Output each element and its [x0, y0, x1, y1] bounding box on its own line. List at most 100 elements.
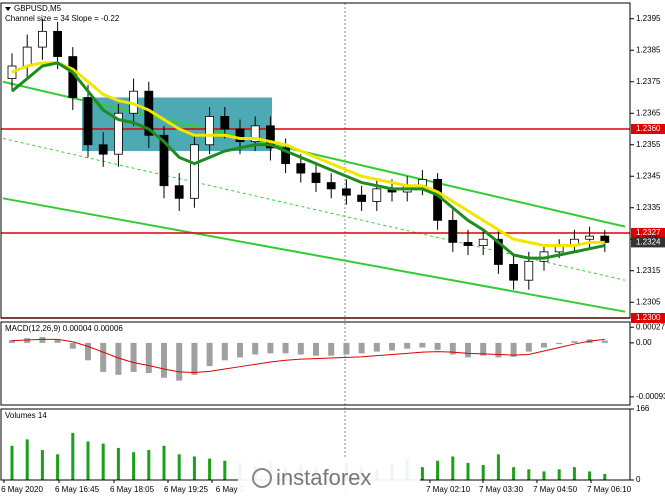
candle-body: [38, 30, 47, 48]
candle-body: [509, 264, 519, 281]
volume-bar: [223, 460, 227, 480]
macd-bar: [389, 342, 395, 351]
title-arrow: [5, 7, 11, 11]
macd-bar: [541, 342, 547, 348]
last-price-label: 1.2324: [636, 238, 661, 247]
volume-bar: [177, 454, 181, 480]
macd-bar: [313, 342, 319, 356]
candle-body: [235, 128, 245, 142]
level-box: [631, 313, 665, 323]
candle-body: [357, 194, 367, 202]
macd-bar: [115, 342, 122, 375]
volume-bar: [451, 456, 455, 480]
candle-body: [220, 116, 230, 130]
candle-body: [326, 182, 336, 190]
candle-body: [478, 238, 488, 246]
x-tick-label: 7 May 04:50: [533, 485, 578, 494]
level-label: 1.2360: [636, 124, 661, 133]
volume-bar: [496, 454, 500, 480]
volume-bar: [132, 452, 136, 480]
macd-bar: [480, 342, 487, 356]
x-tick-label: 7 May 06:10: [587, 485, 632, 494]
candle-body: [22, 46, 32, 67]
macd-bar: [419, 342, 426, 348]
macd-bar: [9, 339, 15, 343]
y-tick-label: 1.2315: [636, 266, 661, 275]
volume-bar: [420, 467, 424, 480]
x-tick-label: 7 May 03:30: [479, 485, 524, 494]
macd-bar: [328, 342, 335, 356]
watermark: instaforex: [276, 465, 371, 490]
macd-bar: [145, 342, 152, 374]
volume-bar: [481, 465, 485, 480]
macd-bar: [358, 342, 365, 354]
candle-body: [250, 125, 260, 142]
level-label: 1.2300: [636, 313, 661, 322]
candle-body: [372, 188, 382, 202]
y-tick-label: 1.2375: [636, 77, 661, 86]
volume-bar: [588, 471, 592, 480]
macd-bar: [297, 342, 304, 355]
macd-bar: [237, 342, 243, 358]
y-tick-label: 1.2345: [636, 171, 661, 180]
x-tick-label: 6 May 2020: [1, 485, 43, 494]
last-price-box: [631, 237, 665, 248]
macd-bar: [191, 342, 198, 375]
volume-bar: [512, 467, 516, 480]
candle-body: [341, 188, 351, 196]
macd-bar: [525, 342, 532, 352]
candle-body: [159, 134, 169, 187]
candle-body: [281, 147, 291, 165]
panel-title: MACD(12,26,9) 0.00004 0.00006: [5, 324, 123, 333]
candle-body: [53, 30, 62, 57]
level-box: [631, 227, 665, 238]
channel-middle: [2, 137, 626, 281]
volume-bar: [208, 458, 212, 480]
x-tick-label: 7 May 02:10: [426, 485, 471, 494]
candle-body: [433, 178, 443, 221]
volume-bar: [147, 450, 151, 480]
macd-bar: [39, 337, 46, 343]
watermark-bg: [238, 457, 420, 499]
y-tick-label: 1.2335: [636, 203, 661, 212]
candle-body: [311, 172, 321, 183]
y-tick-label: 1.2395: [636, 14, 661, 23]
macd-bar: [343, 342, 350, 355]
macd-signal: [11, 338, 605, 373]
candle-body: [265, 125, 275, 149]
y-tick-label: 1.2305: [636, 297, 661, 306]
volume-bar: [101, 443, 105, 480]
candle-body: [448, 219, 458, 243]
candle-body: [98, 144, 108, 155]
watermark-logo: [252, 468, 272, 488]
volume-bar: [25, 439, 29, 480]
macd-bar: [85, 342, 91, 361]
macd-bar: [130, 342, 137, 372]
volume-bar: [192, 456, 196, 480]
chart-subtitle: Channel size = 34 Slope = -0.22: [5, 14, 120, 23]
volume-bar: [542, 471, 546, 480]
macd-bar: [373, 342, 380, 352]
macd-bar: [100, 342, 107, 372]
y-tick-label: 1.2385: [636, 45, 661, 54]
volume-bar: [86, 441, 90, 480]
macd-bar: [69, 342, 76, 349]
macd-bar: [434, 342, 441, 350]
candle-body: [205, 116, 215, 146]
candle-body: [463, 241, 473, 246]
macd-bar: [495, 342, 502, 358]
level-label: 1.2327: [636, 228, 661, 237]
candle-body: [296, 163, 306, 174]
macd-bar: [601, 340, 608, 343]
channel-lower: [2, 197, 626, 313]
volume-bar: [466, 462, 470, 480]
macd-bar: [221, 342, 228, 361]
panel-title: Volumes 14: [5, 411, 47, 420]
macd-bar: [161, 342, 167, 378]
macd-bar: [267, 342, 274, 354]
y-tick-label: 1.2355: [636, 140, 661, 149]
candle-body: [493, 238, 503, 265]
candle-body: [189, 144, 199, 199]
y-tick-label: 0.00: [636, 338, 652, 347]
